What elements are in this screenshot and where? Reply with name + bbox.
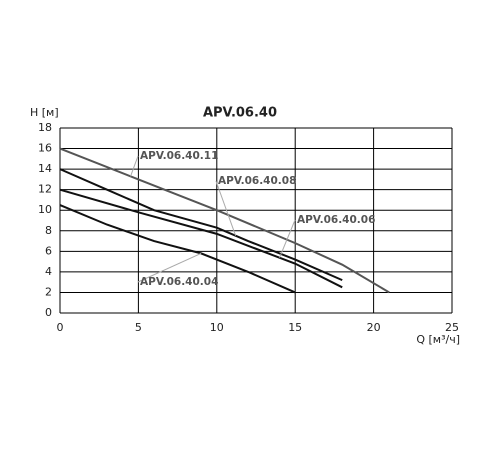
x-tick-label: 15 bbox=[288, 321, 302, 334]
y-tick-label: 18 bbox=[38, 121, 52, 134]
curve bbox=[59, 188, 343, 289]
x-tick-label: 20 bbox=[367, 321, 381, 334]
x-tick-label: 10 bbox=[210, 321, 224, 334]
y-tick-label: 0 bbox=[45, 306, 52, 319]
y-tick-label: 8 bbox=[45, 224, 52, 237]
leader-line bbox=[137, 252, 202, 283]
curve bbox=[59, 168, 343, 282]
y-tick-label: 16 bbox=[38, 142, 52, 155]
leader-line bbox=[130, 155, 139, 177]
y-axis-label: H [м] bbox=[30, 106, 59, 119]
x-tick-label: 25 bbox=[445, 321, 459, 334]
y-tick-label: 10 bbox=[38, 203, 52, 216]
curve-label: APV.06.40.06 bbox=[297, 214, 375, 226]
curve-label: APV.06.40.11 bbox=[140, 150, 218, 162]
y-tick-label: 12 bbox=[38, 183, 52, 196]
y-tick-label: 4 bbox=[45, 265, 52, 278]
curve bbox=[59, 204, 296, 294]
y-tick-label: 14 bbox=[38, 162, 52, 175]
x-axis-label: Q [м³/ч] bbox=[416, 333, 460, 346]
x-tick-label: 0 bbox=[57, 321, 64, 334]
x-tick-label: 5 bbox=[135, 321, 142, 334]
leader-line bbox=[279, 219, 296, 258]
chart-title: APV.06.40 bbox=[203, 106, 277, 121]
curve bbox=[59, 147, 390, 294]
y-tick-label: 2 bbox=[45, 285, 52, 298]
curve-label: APV.06.40.04 bbox=[140, 276, 218, 288]
leader-line bbox=[215, 180, 237, 236]
y-tick-label: 6 bbox=[45, 244, 52, 257]
curve-label: APV.06.40.08 bbox=[218, 175, 296, 187]
